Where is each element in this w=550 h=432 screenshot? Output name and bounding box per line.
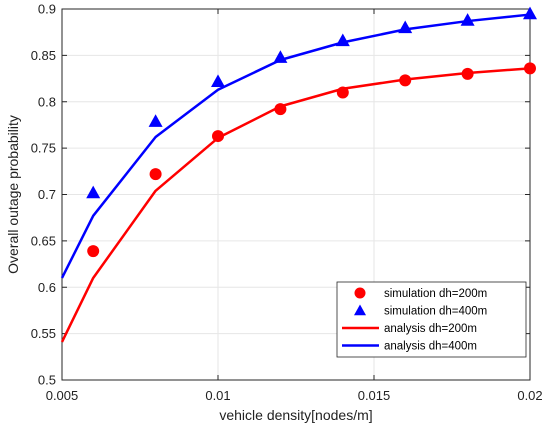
axis-ticks: 0.005 0.01 0.015 0.02 0.5 0.55 0.6 0.65 0.7 0.75 0… <box>31 2 543 404</box>
data-series <box>60 6 537 343</box>
y-tick-label: 0.9 <box>38 2 56 17</box>
y-tick-label: 0.6 <box>38 280 56 295</box>
legend: simulation dh=200m simulation dh=400m an… <box>336 281 527 358</box>
y-tick-label: 0.5 <box>38 373 56 388</box>
simulation-point-circle <box>149 168 162 181</box>
simulation-point-circle <box>524 62 536 75</box>
legend-entry-simulation-400: simulation dh=400m <box>354 304 487 318</box>
y-tick-label: 0.55 <box>31 326 56 341</box>
x-axis-title: vehicle density[nodes/m] <box>219 407 372 423</box>
simulation-point-triangle <box>148 114 163 127</box>
simulation-point-triangle <box>273 50 288 63</box>
legend-triangle-marker <box>354 304 366 316</box>
legend-label: analysis dh=200m <box>384 323 477 335</box>
simulation-point-triangle <box>398 20 413 34</box>
x-tick-label: 0.005 <box>46 388 79 403</box>
y-tick-label: 0.8 <box>38 94 56 109</box>
legend-entry-analysis-400: analysis dh=400m <box>342 341 477 353</box>
x-tick-label: 0.02 <box>517 388 542 403</box>
simulation-point-circle <box>212 130 224 143</box>
legend-entry-simulation-200: simulation dh=200m <box>354 287 487 300</box>
simulation-point-circle <box>461 67 474 80</box>
simulation-point-triangle <box>460 13 475 26</box>
legend-circle-marker <box>354 287 366 299</box>
legend-label: simulation dh=400m <box>384 306 487 318</box>
simulation-point-circle <box>274 103 287 116</box>
simulation-point-circle <box>87 245 100 258</box>
y-axis-title: Overall outage probability <box>5 115 21 274</box>
x-tick-label: 0.01 <box>205 388 230 403</box>
simulation-point-circle <box>399 74 412 87</box>
legend-label: simulation dh=200m <box>384 288 487 300</box>
simulation-point-triangle <box>211 74 225 87</box>
y-tick-label: 0.65 <box>31 233 56 248</box>
y-tick-label: 0.85 <box>31 48 56 63</box>
y-tick-label: 0.7 <box>38 187 56 202</box>
x-tick-label: 0.015 <box>358 388 391 403</box>
simulation-point-circle <box>336 86 349 99</box>
legend-entry-analysis-200: analysis dh=200m <box>342 323 477 335</box>
y-tick-label: 0.75 <box>31 141 56 156</box>
legend-label: analysis dh=400m <box>384 341 477 353</box>
simulation-point-triangle <box>335 33 350 47</box>
simulation-point-triangle <box>86 185 101 199</box>
simulation-point-triangle <box>523 6 537 20</box>
